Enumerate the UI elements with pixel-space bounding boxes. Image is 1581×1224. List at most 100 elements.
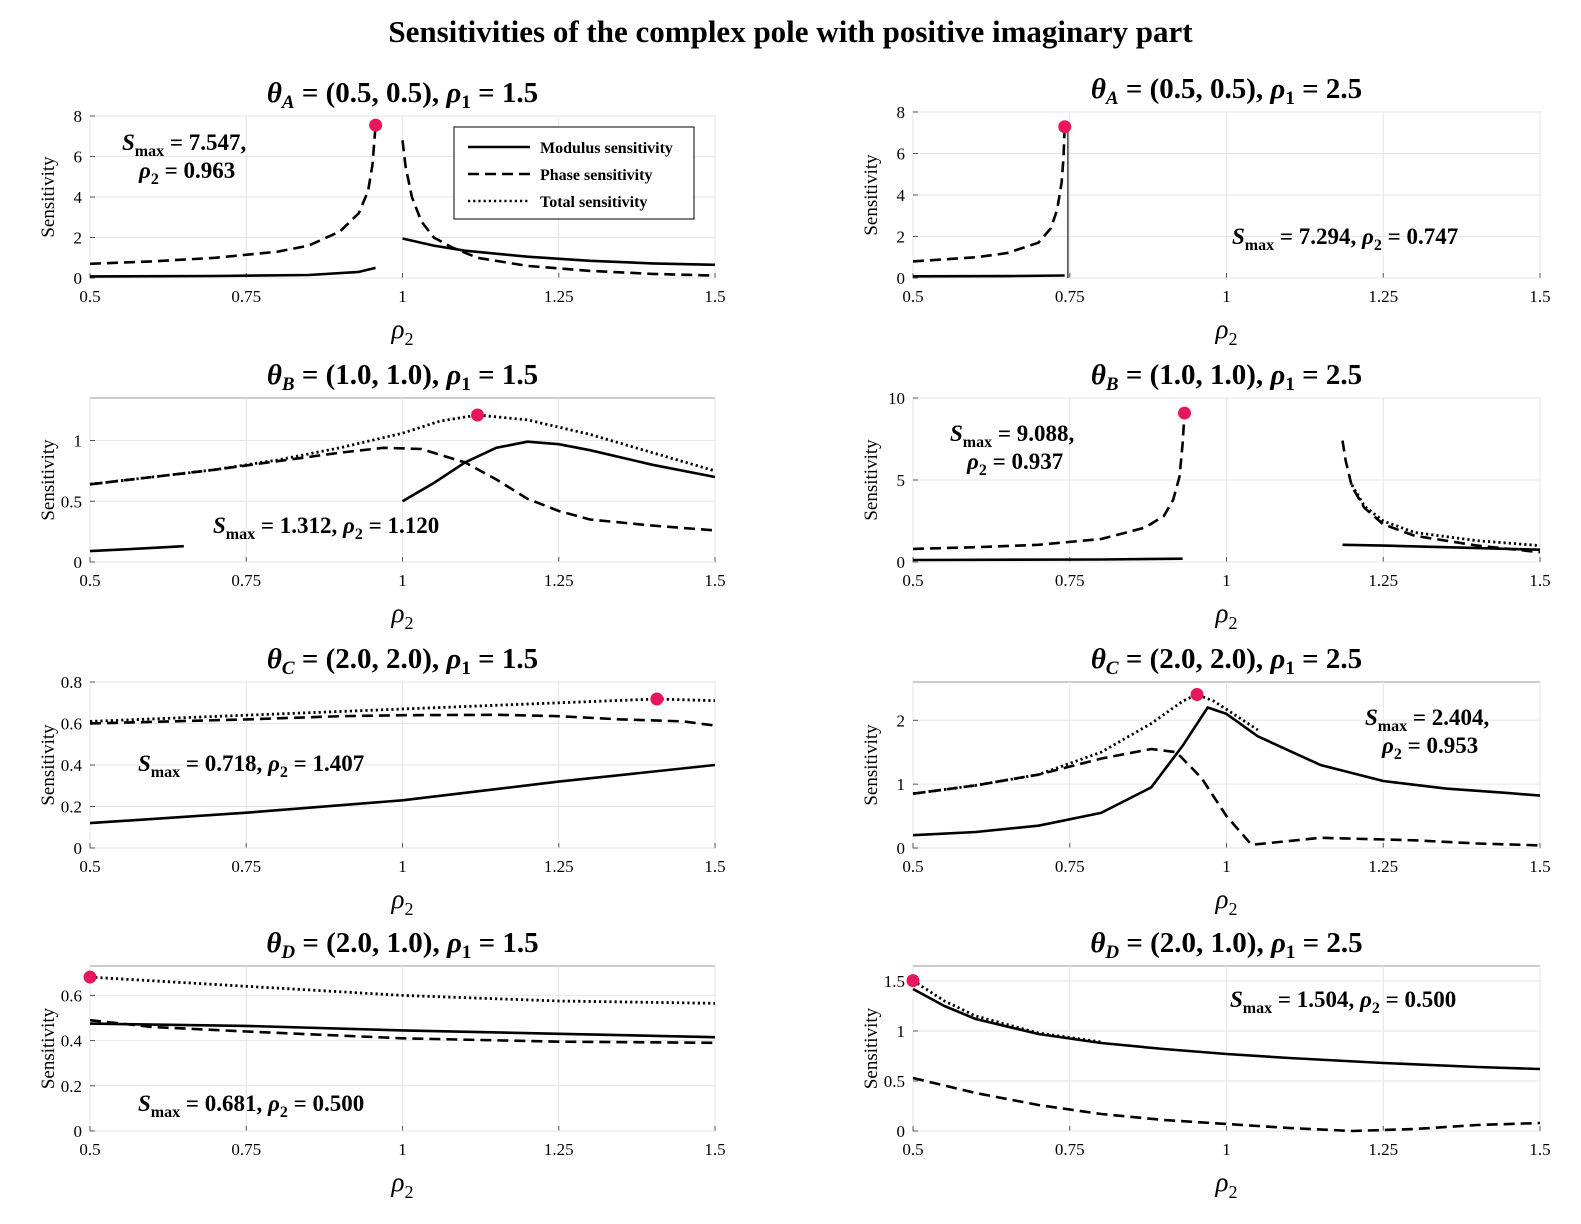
max-annotation: Smax = 0.718, ρ2 = 1.407 bbox=[138, 751, 364, 781]
y-tick-label: 0.5 bbox=[61, 492, 82, 511]
solid-series-line bbox=[912, 706, 1541, 837]
x-tick-label: 0.5 bbox=[902, 857, 923, 876]
y-tick-label: 8 bbox=[74, 107, 83, 126]
solid-series-line bbox=[89, 266, 376, 278]
chart-title: θD = (2.0, 1.0), ρ1 = 2.5 bbox=[1090, 927, 1362, 963]
y-tick-label: 4 bbox=[74, 188, 83, 207]
dotted-series-line bbox=[89, 413, 716, 486]
y-tick-label: 0 bbox=[74, 1122, 83, 1141]
y-tick-label: 0.2 bbox=[61, 1077, 82, 1096]
x-tick-label: 1.25 bbox=[1368, 571, 1398, 590]
x-tick-label: 0.75 bbox=[1055, 1140, 1085, 1159]
x-tick-label: 1.25 bbox=[544, 857, 574, 876]
solid-series-line bbox=[89, 544, 184, 553]
chart-title: θC = (2.0, 2.0), ρ1 = 2.5 bbox=[1091, 643, 1362, 679]
x-tick-label: 1 bbox=[1222, 1140, 1231, 1159]
x-tick-label: 1.25 bbox=[1368, 287, 1398, 306]
chart-panel-7: θD = (2.0, 1.0), ρ1 = 2.5 0.5 0.75 1 1.25 1.5… bbox=[861, 927, 1551, 1202]
y-tick-label: 0 bbox=[897, 839, 906, 858]
x-tick-label: 0.5 bbox=[79, 1140, 100, 1159]
max-annotation: Smax = 7.547, bbox=[122, 130, 246, 160]
solid-series-line bbox=[1342, 543, 1541, 551]
x-tick-label: 0.5 bbox=[902, 287, 923, 306]
y-axis-label: Sensitivity bbox=[861, 154, 882, 236]
y-axis-label: Sensitivity bbox=[38, 1007, 59, 1089]
y-tick-label: 0.8 bbox=[61, 673, 82, 692]
dashed-series-line bbox=[912, 1076, 1541, 1133]
chart-title: θA = (0.5, 0.5), ρ1 = 1.5 bbox=[267, 77, 538, 113]
chart-panel-0: θA = (0.5, 0.5), ρ1 = 1.5 0.5 0.75 1 1.25 1.5… bbox=[38, 77, 726, 349]
x-tick-label: 0.5 bbox=[902, 1140, 923, 1159]
y-tick-label: 0.4 bbox=[61, 756, 83, 775]
max-point-marker bbox=[650, 692, 664, 706]
legend-label: Modulus sensitivity bbox=[540, 140, 673, 157]
x-tick-label: 0.75 bbox=[231, 857, 261, 876]
chart-panel-4: θC = (2.0, 2.0), ρ1 = 1.5 0.5 0.75 1 1.25 1.5… bbox=[38, 643, 726, 919]
x-tick-label: 1.5 bbox=[704, 287, 725, 306]
y-tick-label: 0.5 bbox=[884, 1072, 905, 1091]
x-tick-label: 1.25 bbox=[544, 571, 574, 590]
y-tick-label: 1 bbox=[897, 775, 906, 794]
x-tick-label: 1 bbox=[1222, 287, 1231, 306]
x-tick-label: 0.75 bbox=[1055, 571, 1085, 590]
chart-panel-2: θB = (1.0, 1.0), ρ1 = 1.5 0.5 0.75 1 1.25 1.5… bbox=[38, 359, 726, 633]
y-tick-label: 0.2 bbox=[61, 798, 82, 817]
chart-title: θC = (2.0, 2.0), ρ1 = 1.5 bbox=[267, 643, 538, 679]
x-tick-label: 1.5 bbox=[1529, 571, 1550, 590]
y-axis-label: Sensitivity bbox=[38, 439, 59, 521]
x-tick-label: 1.25 bbox=[544, 1140, 574, 1159]
dashed-series-line bbox=[89, 713, 716, 727]
y-tick-label: 1 bbox=[74, 432, 83, 451]
x-tick-label: 1 bbox=[1222, 857, 1231, 876]
x-tick-label: 1 bbox=[398, 571, 407, 590]
solid-series-line bbox=[401, 440, 716, 503]
x-tick-label: 0.5 bbox=[902, 571, 923, 590]
y-tick-label: 5 bbox=[897, 471, 906, 490]
x-tick-label: 1.25 bbox=[544, 287, 574, 306]
y-tick-label: 1.5 bbox=[884, 972, 905, 991]
dashed-series-line bbox=[89, 124, 377, 266]
x-tick-label: 0.5 bbox=[79, 857, 100, 876]
x-axis-label: ρ2 bbox=[1215, 598, 1238, 633]
max-point-marker bbox=[1190, 688, 1204, 702]
y-tick-label: 10 bbox=[888, 389, 905, 408]
x-tick-label: 1 bbox=[1222, 571, 1231, 590]
x-axis-label: ρ2 bbox=[391, 884, 414, 919]
solid-series-line bbox=[89, 1022, 716, 1039]
max-annotation-rho: ρ2 = 0.953 bbox=[1381, 733, 1478, 763]
y-tick-label: 0 bbox=[74, 553, 83, 572]
max-annotation: Smax = 9.088, bbox=[950, 421, 1074, 451]
x-tick-label: 1.25 bbox=[1368, 1140, 1398, 1159]
dashed-series-line bbox=[89, 1018, 716, 1045]
max-annotation: Smax = 1.504, ρ2 = 0.500 bbox=[1230, 987, 1456, 1017]
y-tick-label: 0 bbox=[74, 839, 83, 858]
y-tick-label: 0 bbox=[897, 269, 906, 288]
chart-panel-6: θD = (2.0, 1.0), ρ1 = 1.5 0.5 0.75 1 1.25 1.5… bbox=[38, 927, 726, 1202]
x-axis-label: ρ2 bbox=[1215, 314, 1238, 349]
x-tick-label: 1.25 bbox=[1368, 857, 1398, 876]
max-point-marker bbox=[1058, 120, 1072, 134]
dotted-series-line bbox=[912, 693, 1259, 796]
y-tick-label: 0 bbox=[897, 1122, 906, 1141]
x-tick-label: 1.5 bbox=[1529, 857, 1550, 876]
y-tick-label: 0.4 bbox=[61, 1032, 83, 1051]
chart-panel-1: θA = (0.5, 0.5), ρ1 = 2.5 0.5 0.75 1 1.25 1.5… bbox=[861, 73, 1551, 349]
y-axis-label: Sensitivity bbox=[861, 439, 882, 521]
y-axis-label: Sensitivity bbox=[861, 724, 882, 806]
max-point-marker bbox=[906, 974, 920, 988]
x-tick-label: 0.75 bbox=[231, 1140, 261, 1159]
y-tick-label: 0 bbox=[74, 269, 83, 288]
y-axis-label: Sensitivity bbox=[38, 724, 59, 806]
x-tick-label: 0.75 bbox=[231, 287, 261, 306]
x-tick-label: 1.5 bbox=[1529, 287, 1550, 306]
dotted-series-line bbox=[89, 697, 716, 723]
x-axis-label: ρ2 bbox=[1215, 1167, 1238, 1202]
x-tick-label: 1.5 bbox=[704, 857, 725, 876]
x-tick-label: 0.75 bbox=[1055, 287, 1085, 306]
dashed-series-line bbox=[401, 140, 716, 277]
chart-panel-5: θC = (2.0, 2.0), ρ1 = 2.5 0.5 0.75 1 1.25 1.5… bbox=[861, 643, 1551, 919]
max-point-marker bbox=[369, 118, 383, 132]
y-tick-label: 4 bbox=[897, 186, 906, 205]
solid-series-line bbox=[912, 557, 1183, 562]
